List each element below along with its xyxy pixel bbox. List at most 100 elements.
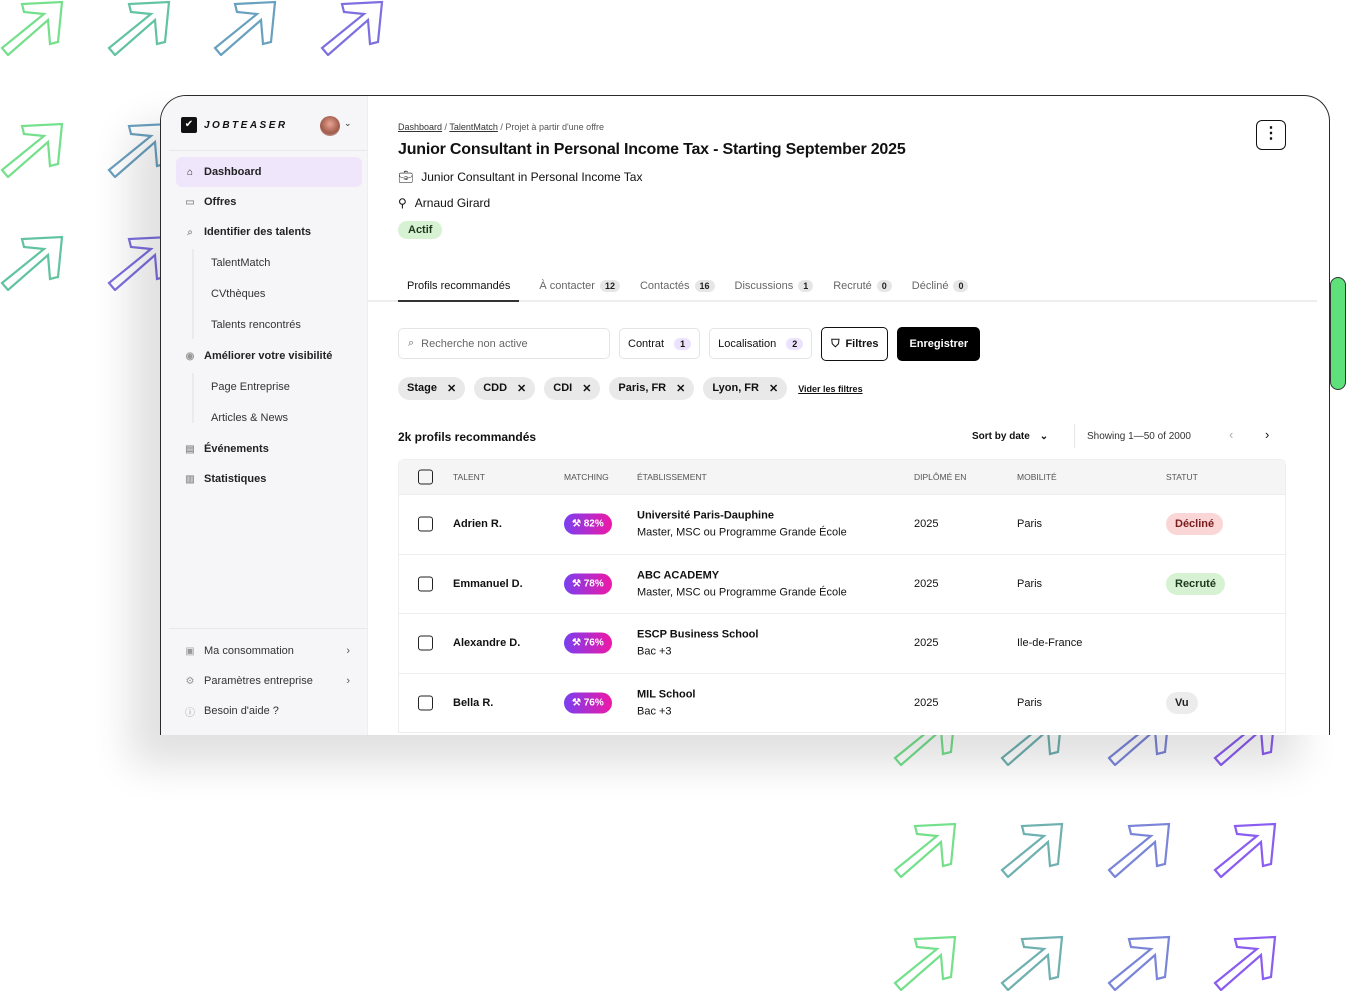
sidebar-item-statistiques[interactable]: ▥ Statistiques bbox=[176, 464, 362, 494]
owner-name: Arnaud Girard bbox=[414, 196, 491, 210]
table-row[interactable]: Alexandre D. ⚒︎ 76% ESCP Business School Ba… bbox=[399, 613, 1285, 673]
arrow-icon bbox=[1000, 935, 1064, 991]
label: Articles & News bbox=[211, 412, 289, 424]
sidebar-item-aide[interactable]: ⓘ Besoin d'aide ? bbox=[176, 696, 362, 726]
talent-name[interactable]: Bella R. bbox=[453, 696, 494, 709]
row-checkbox[interactable] bbox=[418, 695, 433, 711]
main-content: Dashboard / TalentMatch / Projet à parti… bbox=[368, 96, 1329, 735]
sidebar-item-consommation[interactable]: ▣ Ma consommation › bbox=[176, 636, 362, 666]
sidebar-item-parametres[interactable]: ⚙ Paramètres entreprise › bbox=[176, 666, 362, 696]
pagination-info: Showing 1—50 of 2000 bbox=[1087, 431, 1191, 442]
matching-badge: ⚒︎ 76% bbox=[564, 692, 612, 714]
job-info: 💼︎ Junior Consultant in Personal Income T… bbox=[398, 170, 642, 184]
label: Événements bbox=[204, 443, 269, 455]
matching-badge: ⚒︎ 76% bbox=[564, 632, 612, 654]
tab-5[interactable]: Décliné 0 bbox=[912, 272, 969, 300]
tab-4[interactable]: Recruté 0 bbox=[833, 272, 892, 300]
tab-1[interactable]: À contacter 12 bbox=[539, 272, 620, 300]
wallet-icon: ▣ bbox=[185, 645, 195, 657]
close-icon[interactable]: ✕ bbox=[446, 383, 457, 395]
sidebar-item-identifier[interactable]: ⌕ Identifier des talents bbox=[176, 217, 362, 247]
table-row[interactable]: Bella R. ⚒︎ 76% MIL School Bac +3 2025 Paris V… bbox=[399, 672, 1285, 733]
close-icon[interactable]: ✕ bbox=[582, 383, 592, 395]
chevron-right-icon: › bbox=[346, 645, 350, 657]
info-icon: ⓘ bbox=[185, 707, 195, 719]
matching-value: 76% bbox=[583, 637, 604, 649]
row-checkbox[interactable] bbox=[418, 576, 433, 592]
arrow-icon bbox=[1107, 822, 1171, 878]
next-page-icon[interactable]: › bbox=[1265, 427, 1270, 442]
table-row[interactable]: Adrien R. ⚒︎ 82% Université Paris-Dauphine… bbox=[399, 494, 1285, 554]
talent-name[interactable]: Emmanuel D. bbox=[453, 577, 523, 590]
column-header[interactable]: MOBILITÉ bbox=[1017, 472, 1057, 482]
sort-dropdown[interactable]: Sort by date ⌄ bbox=[972, 431, 1048, 442]
more-options-button[interactable]: ⋮ bbox=[1256, 120, 1286, 150]
chevron-down-icon: ⌄ bbox=[1039, 431, 1049, 442]
column-header[interactable]: DIPLÔMÉ EN bbox=[914, 472, 967, 482]
filter-icon: ⛉ bbox=[831, 337, 840, 350]
filters-button[interactable]: ⛉ Filtres bbox=[821, 327, 889, 361]
job-title: Junior Consultant in Personal Income Tax bbox=[421, 170, 643, 184]
label: Contrat bbox=[628, 337, 665, 350]
prev-page-icon[interactable]: ‹ bbox=[1229, 427, 1234, 442]
sidebar-item-offres[interactable]: ▭ Offres bbox=[176, 187, 362, 217]
sidebar-item-visibilite[interactable]: ◉ Améliorer votre visibilité bbox=[176, 341, 362, 371]
breadcrumb-dashboard[interactable]: Dashboard bbox=[398, 122, 443, 132]
sidebar-item-page-entreprise[interactable]: Page Entreprise bbox=[191, 372, 377, 402]
matching-value: 76% bbox=[583, 697, 604, 709]
sidebar-item-articles[interactable]: Articles & News bbox=[191, 403, 377, 433]
select-all-checkbox[interactable] bbox=[418, 469, 433, 485]
tab-3[interactable]: Discussions 1 bbox=[735, 272, 814, 300]
sidebar-item-cvtheques[interactable]: CVthèques bbox=[191, 279, 377, 309]
tab-label: À contacter bbox=[539, 280, 595, 292]
search-input[interactable]: ⌕ Recherche non active bbox=[398, 328, 610, 359]
label: TalentMatch bbox=[211, 257, 271, 269]
page-title: Junior Consultant in Personal Income Tax… bbox=[398, 141, 906, 158]
column-header[interactable]: MATCHING bbox=[564, 472, 609, 482]
column-header[interactable]: TALENT bbox=[453, 472, 485, 482]
tab-0[interactable]: Profils recommandés bbox=[398, 272, 520, 302]
row-checkbox[interactable] bbox=[418, 516, 433, 532]
scrollbar[interactable] bbox=[1330, 277, 1346, 390]
eye-icon: ◉ bbox=[185, 350, 195, 362]
label: Sort by date bbox=[972, 431, 1030, 442]
chip-label: Lyon, FR bbox=[712, 382, 759, 394]
sidebar-item-dashboard[interactable]: ⌂ Dashboard bbox=[176, 157, 362, 187]
degree: Bac +3 bbox=[637, 645, 672, 658]
calendar-icon: ▤ bbox=[185, 443, 195, 455]
magic-wand-icon: ⚒︎ bbox=[572, 518, 581, 530]
table-row[interactable]: Emmanuel D. ⚒︎ 78% ABC ACADEMY Master, MSC … bbox=[399, 553, 1285, 614]
close-icon[interactable]: ✕ bbox=[768, 383, 779, 395]
logo[interactable]: ✔ JOBTEASER bbox=[181, 117, 288, 133]
matching-badge: ⚒︎ 78% bbox=[564, 573, 612, 595]
talent-name[interactable]: Alexandre D. bbox=[453, 637, 521, 650]
chevron-right-icon: › bbox=[346, 675, 350, 687]
column-header[interactable]: ÉTABLISSEMENT bbox=[637, 472, 707, 482]
sidebar-item-evenements[interactable]: ▤ Événements bbox=[176, 434, 362, 464]
contrat-filter[interactable]: Contrat 1 bbox=[619, 328, 701, 359]
arrow-icon bbox=[0, 0, 64, 56]
user-icon: ⚲ bbox=[398, 196, 407, 210]
clear-filters-link[interactable]: Vider les filtres bbox=[798, 383, 863, 394]
breadcrumb-talentmatch[interactable]: TalentMatch bbox=[449, 122, 498, 132]
sidebar-item-talents-rencontres[interactable]: Talents rencontrés bbox=[191, 310, 377, 340]
label: Localisation bbox=[718, 337, 777, 350]
save-button[interactable]: Enregistrer bbox=[897, 327, 981, 361]
active-filters: Stage ✕ CDD ✕ CDI ✕ Paris, FR ✕ Lyon, FR ✕ Vider l… bbox=[398, 377, 863, 400]
briefcase-icon: ▭ bbox=[185, 196, 195, 208]
divider bbox=[169, 150, 367, 151]
avatar[interactable] bbox=[320, 116, 340, 136]
row-checkbox[interactable] bbox=[418, 635, 433, 651]
close-icon[interactable]: ✕ bbox=[517, 383, 527, 395]
label: Ma consommation bbox=[204, 645, 294, 657]
label: Page Entreprise bbox=[211, 381, 290, 393]
column-header[interactable]: STATUT bbox=[1166, 472, 1198, 482]
breadcrumb-current: Projet à partir d'une offre bbox=[505, 122, 605, 132]
tab-2[interactable]: Contactés 16 bbox=[640, 272, 715, 300]
localisation-filter[interactable]: Localisation 2 bbox=[709, 328, 813, 359]
talent-name[interactable]: Adrien R. bbox=[453, 518, 502, 531]
sidebar-item-talentmatch[interactable]: TalentMatch bbox=[191, 248, 377, 278]
school: ESCP Business School Bac +3 bbox=[637, 629, 758, 658]
chevron-down-icon[interactable]: ⌄ bbox=[344, 118, 352, 128]
close-icon[interactable]: ✕ bbox=[676, 383, 686, 395]
